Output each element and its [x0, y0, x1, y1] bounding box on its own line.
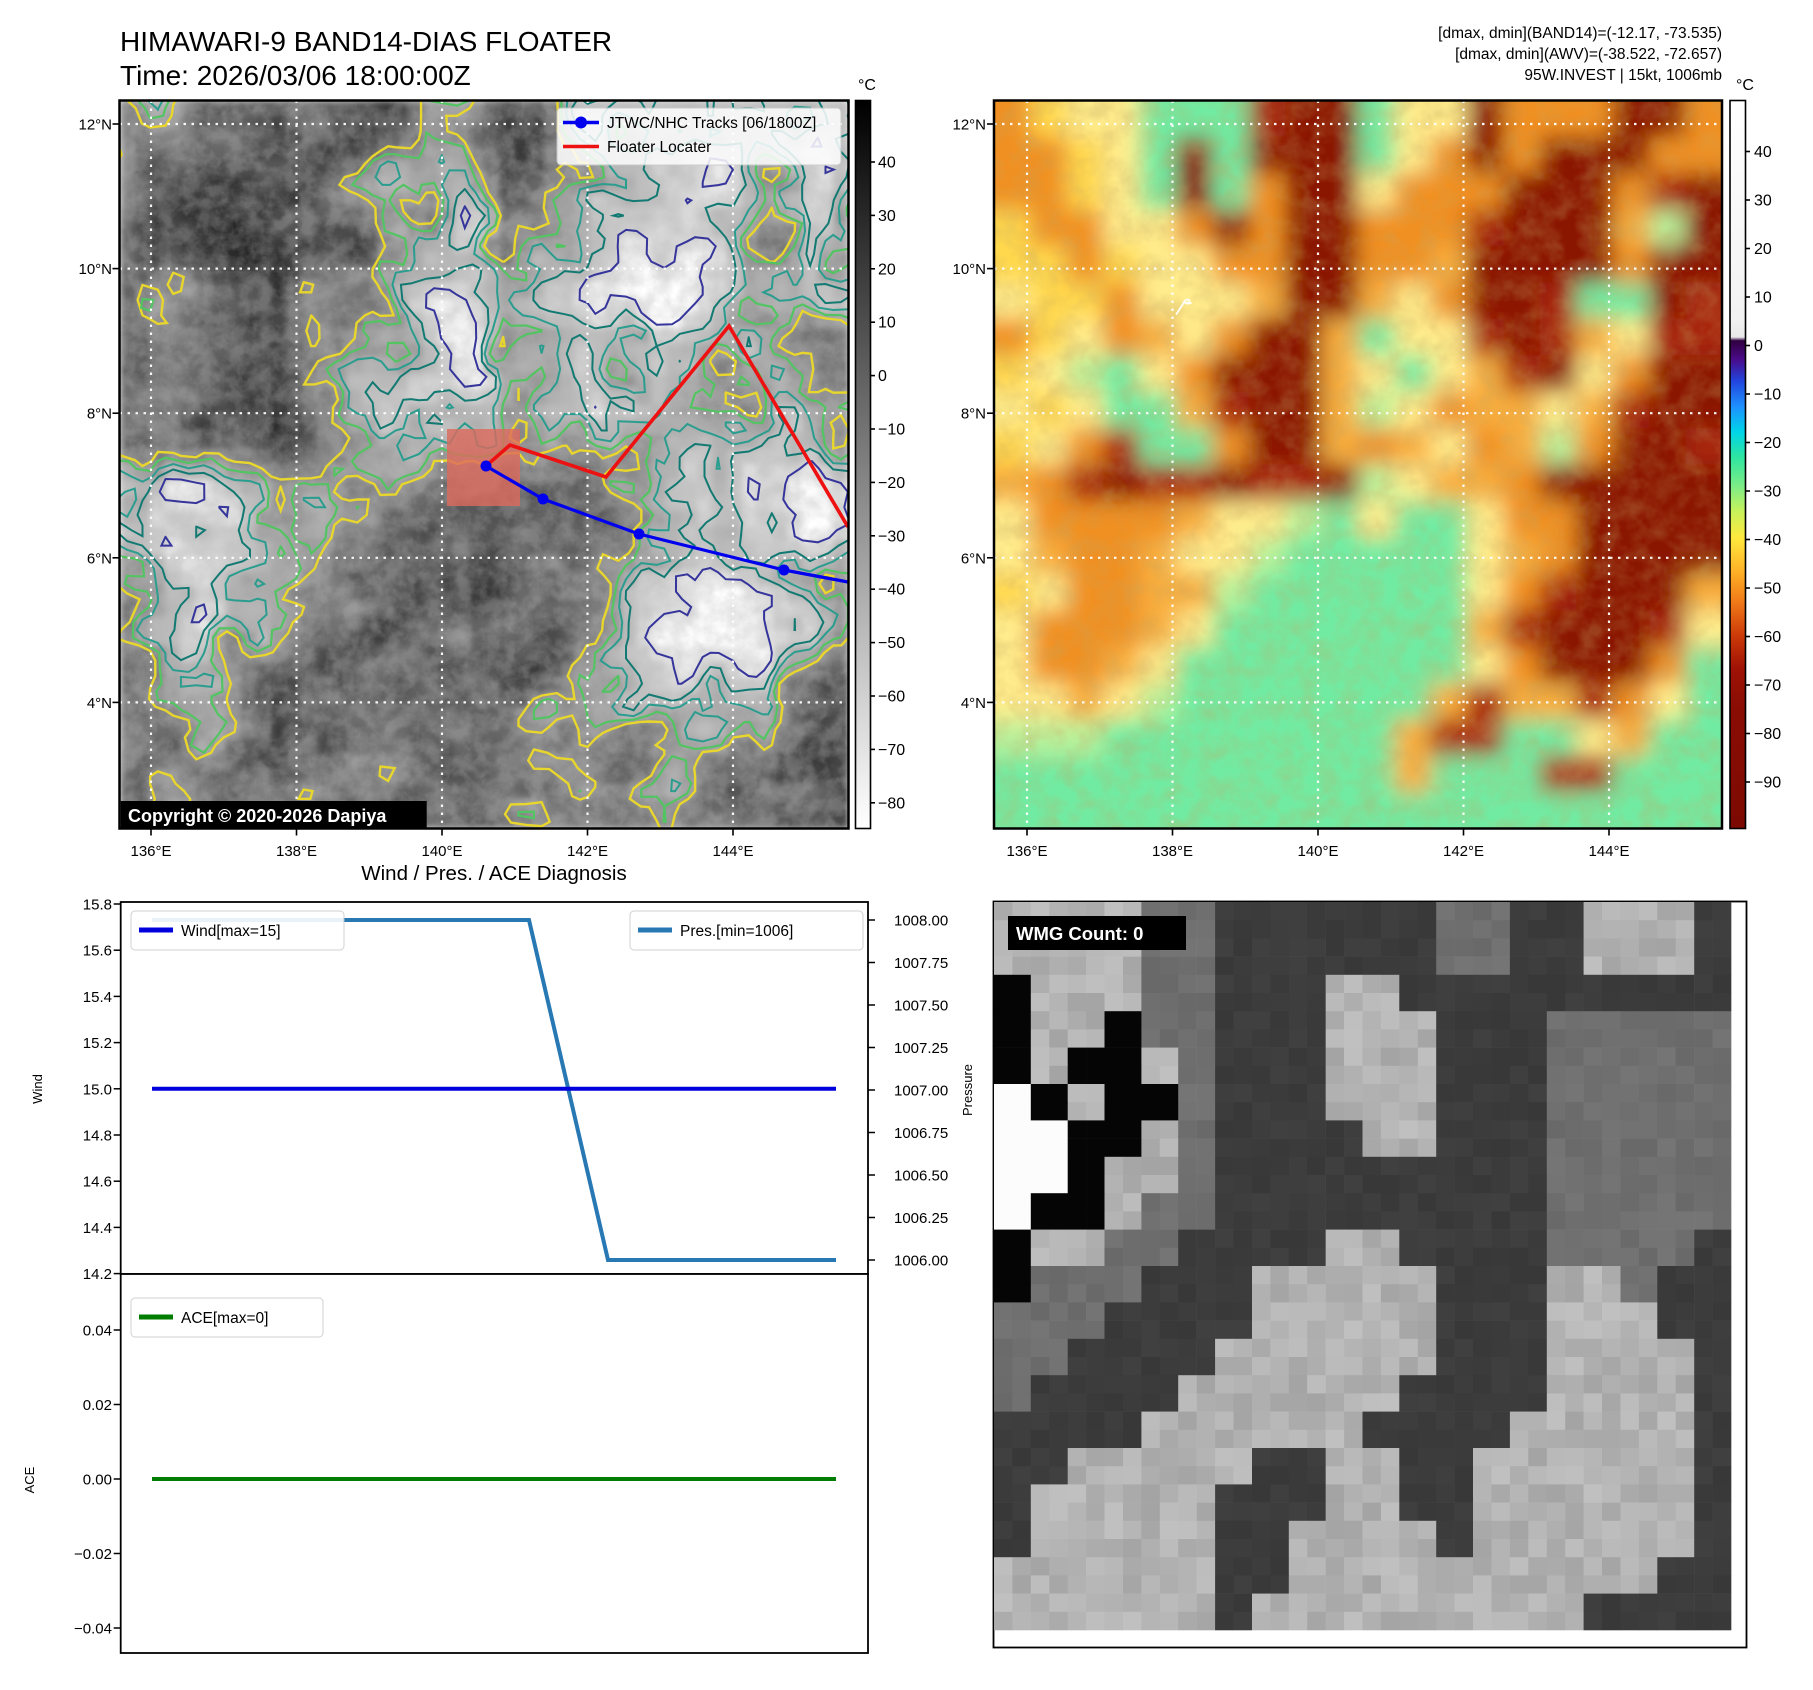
svg-text:HIMAWARI-9 BAND14-DIAS FLOATER: HIMAWARI-9 BAND14-DIAS FLOATER — [120, 26, 612, 57]
svg-text:40: 40 — [878, 155, 896, 172]
svg-text:Floater Locater: Floater Locater — [607, 139, 711, 156]
svg-text:−80: −80 — [1754, 726, 1781, 743]
svg-text:[dmax, dmin](BAND14)=(-12.17,: [dmax, dmin](BAND14)=(-12.17, -73.535) — [1438, 25, 1722, 42]
svg-text:95W.INVEST | 15kt, 1006mb: 95W.INVEST | 15kt, 1006mb — [1524, 67, 1722, 84]
svg-text:ACE[max=0]: ACE[max=0] — [181, 1310, 268, 1327]
svg-text:140°E: 140°E — [1297, 843, 1338, 860]
svg-text:142°E: 142°E — [1443, 843, 1484, 860]
svg-text:−0.04: −0.04 — [74, 1621, 112, 1638]
svg-text:Time: 2026/03/06 18:00:00Z: Time: 2026/03/06 18:00:00Z — [120, 60, 471, 91]
svg-text:4°N: 4°N — [87, 695, 112, 712]
svg-text:20: 20 — [1754, 241, 1772, 258]
svg-text:136°E: 136°E — [1006, 843, 1047, 860]
svg-text:14.6: 14.6 — [83, 1174, 112, 1191]
svg-text:15.8: 15.8 — [83, 897, 112, 914]
svg-text:12°N: 12°N — [78, 117, 112, 134]
svg-text:10: 10 — [878, 315, 896, 332]
svg-text:Pres.[min=1006]: Pres.[min=1006] — [680, 923, 793, 940]
svg-text:30: 30 — [878, 208, 896, 225]
svg-text:15.4: 15.4 — [83, 989, 112, 1006]
svg-text:15.0: 15.0 — [83, 1081, 112, 1098]
svg-text:−40: −40 — [1754, 532, 1781, 549]
svg-text:1006.50: 1006.50 — [894, 1168, 948, 1185]
svg-text:4°N: 4°N — [961, 695, 986, 712]
svg-text:−80: −80 — [878, 795, 905, 812]
svg-text:−40: −40 — [878, 582, 905, 599]
svg-text:30: 30 — [1754, 193, 1772, 210]
svg-text:Copyright © 2020-2026 Dapiya: Copyright © 2020-2026 Dapiya — [128, 806, 387, 826]
svg-text:138°E: 138°E — [276, 843, 317, 860]
svg-text:°C: °C — [1736, 77, 1754, 94]
svg-text:−20: −20 — [878, 475, 905, 492]
svg-text:144°E: 144°E — [1588, 843, 1629, 860]
svg-text:6°N: 6°N — [961, 550, 986, 567]
svg-text:138°E: 138°E — [1152, 843, 1193, 860]
svg-text:WMG Count: 0: WMG Count: 0 — [1016, 923, 1143, 944]
svg-text:1007.25: 1007.25 — [894, 1040, 948, 1057]
svg-text:ACE: ACE — [22, 1466, 37, 1493]
svg-text:1006.25: 1006.25 — [894, 1210, 948, 1227]
svg-text:−30: −30 — [878, 528, 905, 545]
svg-text:°C: °C — [858, 77, 876, 94]
svg-text:1006.75: 1006.75 — [894, 1125, 948, 1142]
svg-text:0: 0 — [1754, 338, 1763, 355]
svg-text:12°N: 12°N — [952, 117, 986, 134]
svg-text:140°E: 140°E — [421, 843, 462, 860]
svg-text:−50: −50 — [878, 635, 905, 652]
svg-text:136°E: 136°E — [130, 843, 171, 860]
svg-text:−10: −10 — [1754, 387, 1781, 404]
svg-text:−90: −90 — [1754, 775, 1781, 792]
svg-text:10°N: 10°N — [952, 261, 986, 278]
svg-text:Wind[max=15]: Wind[max=15] — [181, 923, 281, 940]
svg-text:Wind: Wind — [30, 1074, 45, 1104]
svg-text:0.04: 0.04 — [83, 1323, 112, 1340]
svg-text:−60: −60 — [878, 689, 905, 706]
svg-text:−60: −60 — [1754, 629, 1781, 646]
svg-text:[dmax, dmin](AWV)=(-38.522, -7: [dmax, dmin](AWV)=(-38.522, -72.657) — [1455, 46, 1722, 63]
svg-text:−20: −20 — [1754, 435, 1781, 452]
svg-text:8°N: 8°N — [87, 406, 112, 423]
svg-text:15.6: 15.6 — [83, 943, 112, 960]
svg-text:Wind / Pres. / ACE Diagnosis: Wind / Pres. / ACE Diagnosis — [361, 862, 626, 885]
svg-text:−0.02: −0.02 — [74, 1546, 112, 1563]
svg-text:1007.75: 1007.75 — [894, 955, 948, 972]
svg-text:0: 0 — [878, 368, 887, 385]
svg-text:6°N: 6°N — [87, 550, 112, 567]
svg-text:14.2: 14.2 — [83, 1266, 112, 1283]
svg-text:15.2: 15.2 — [83, 1035, 112, 1052]
svg-text:142°E: 142°E — [567, 843, 608, 860]
svg-text:40: 40 — [1754, 144, 1772, 161]
svg-text:0.00: 0.00 — [83, 1472, 112, 1489]
svg-text:8°N: 8°N — [961, 406, 986, 423]
svg-text:0.02: 0.02 — [83, 1397, 112, 1414]
svg-text:−70: −70 — [878, 742, 905, 759]
svg-text:−30: −30 — [1754, 484, 1781, 501]
svg-text:1007.00: 1007.00 — [894, 1083, 948, 1100]
svg-text:1008.00: 1008.00 — [894, 913, 948, 930]
svg-text:14.4: 14.4 — [83, 1220, 112, 1237]
svg-text:20: 20 — [878, 261, 896, 278]
svg-text:JTWC/NHC Tracks [06/1800Z]: JTWC/NHC Tracks [06/1800Z] — [607, 115, 816, 132]
svg-text:1006.00: 1006.00 — [894, 1253, 948, 1270]
svg-text:10: 10 — [1754, 290, 1772, 307]
svg-text:−70: −70 — [1754, 678, 1781, 695]
svg-text:10°N: 10°N — [78, 261, 112, 278]
svg-text:Pressure: Pressure — [960, 1064, 975, 1116]
svg-text:14.8: 14.8 — [83, 1128, 112, 1145]
svg-text:1007.50: 1007.50 — [894, 998, 948, 1015]
svg-text:−50: −50 — [1754, 581, 1781, 598]
svg-text:−10: −10 — [878, 422, 905, 439]
svg-text:144°E: 144°E — [712, 843, 753, 860]
